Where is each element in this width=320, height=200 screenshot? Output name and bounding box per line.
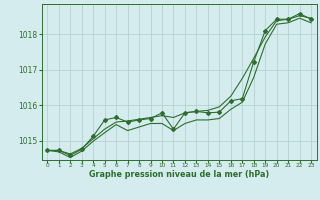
X-axis label: Graphe pression niveau de la mer (hPa): Graphe pression niveau de la mer (hPa) xyxy=(89,170,269,179)
